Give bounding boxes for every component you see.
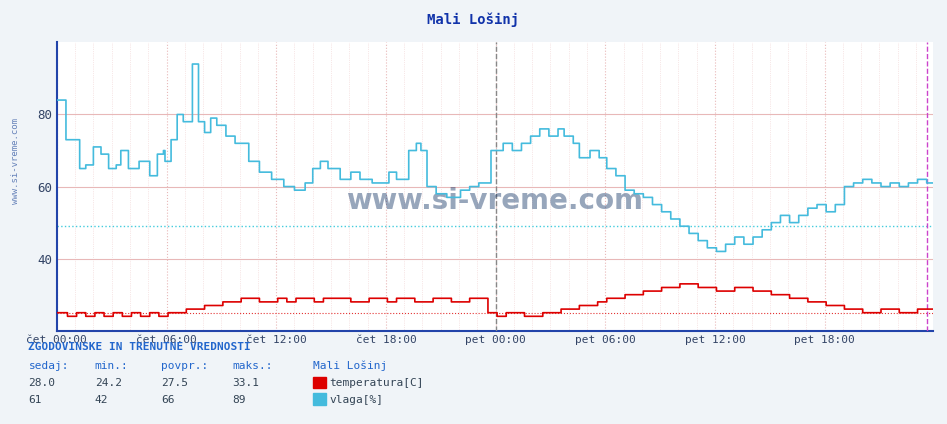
Text: temperatura[C]: temperatura[C] bbox=[330, 378, 424, 388]
Text: min.:: min.: bbox=[95, 361, 129, 371]
Text: maks.:: maks.: bbox=[232, 361, 273, 371]
Text: 28.0: 28.0 bbox=[28, 378, 56, 388]
Text: 24.2: 24.2 bbox=[95, 378, 122, 388]
Text: www.si-vreme.com: www.si-vreme.com bbox=[347, 187, 643, 215]
Text: Mali Lošinj: Mali Lošinj bbox=[313, 360, 386, 371]
Text: Mali Lošinj: Mali Lošinj bbox=[427, 13, 520, 27]
Text: www.si-vreme.com: www.si-vreme.com bbox=[11, 118, 21, 204]
Text: 66: 66 bbox=[161, 395, 174, 405]
Text: 27.5: 27.5 bbox=[161, 378, 188, 388]
Text: ZGODOVINSKE IN TRENUTNE VREDNOSTI: ZGODOVINSKE IN TRENUTNE VREDNOSTI bbox=[28, 342, 251, 352]
Text: 89: 89 bbox=[232, 395, 245, 405]
Text: 61: 61 bbox=[28, 395, 42, 405]
Text: 33.1: 33.1 bbox=[232, 378, 259, 388]
Text: 42: 42 bbox=[95, 395, 108, 405]
Text: povpr.:: povpr.: bbox=[161, 361, 208, 371]
Text: vlaga[%]: vlaga[%] bbox=[330, 395, 384, 405]
Text: sedaj:: sedaj: bbox=[28, 361, 69, 371]
